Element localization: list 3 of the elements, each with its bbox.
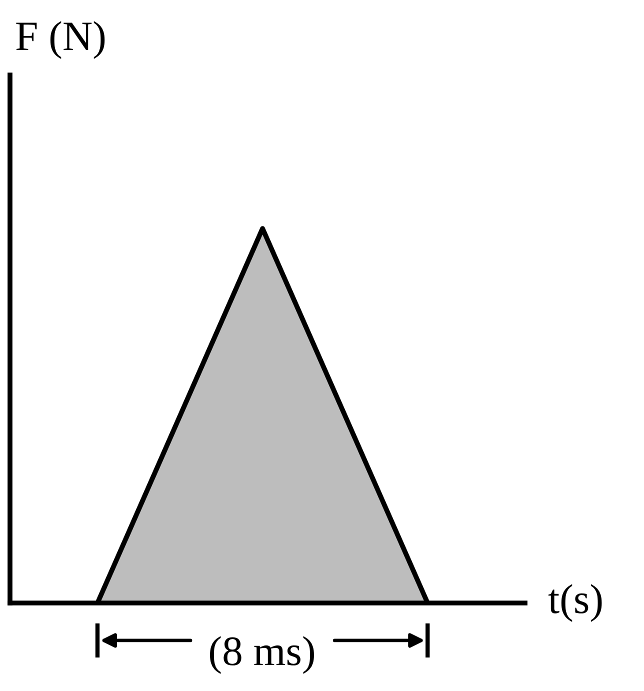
text: (8 ms) (210, 636, 314, 674)
y-axis-title: F (N) (16, 21, 105, 59)
x-axis-title: t(s) (548, 584, 602, 622)
